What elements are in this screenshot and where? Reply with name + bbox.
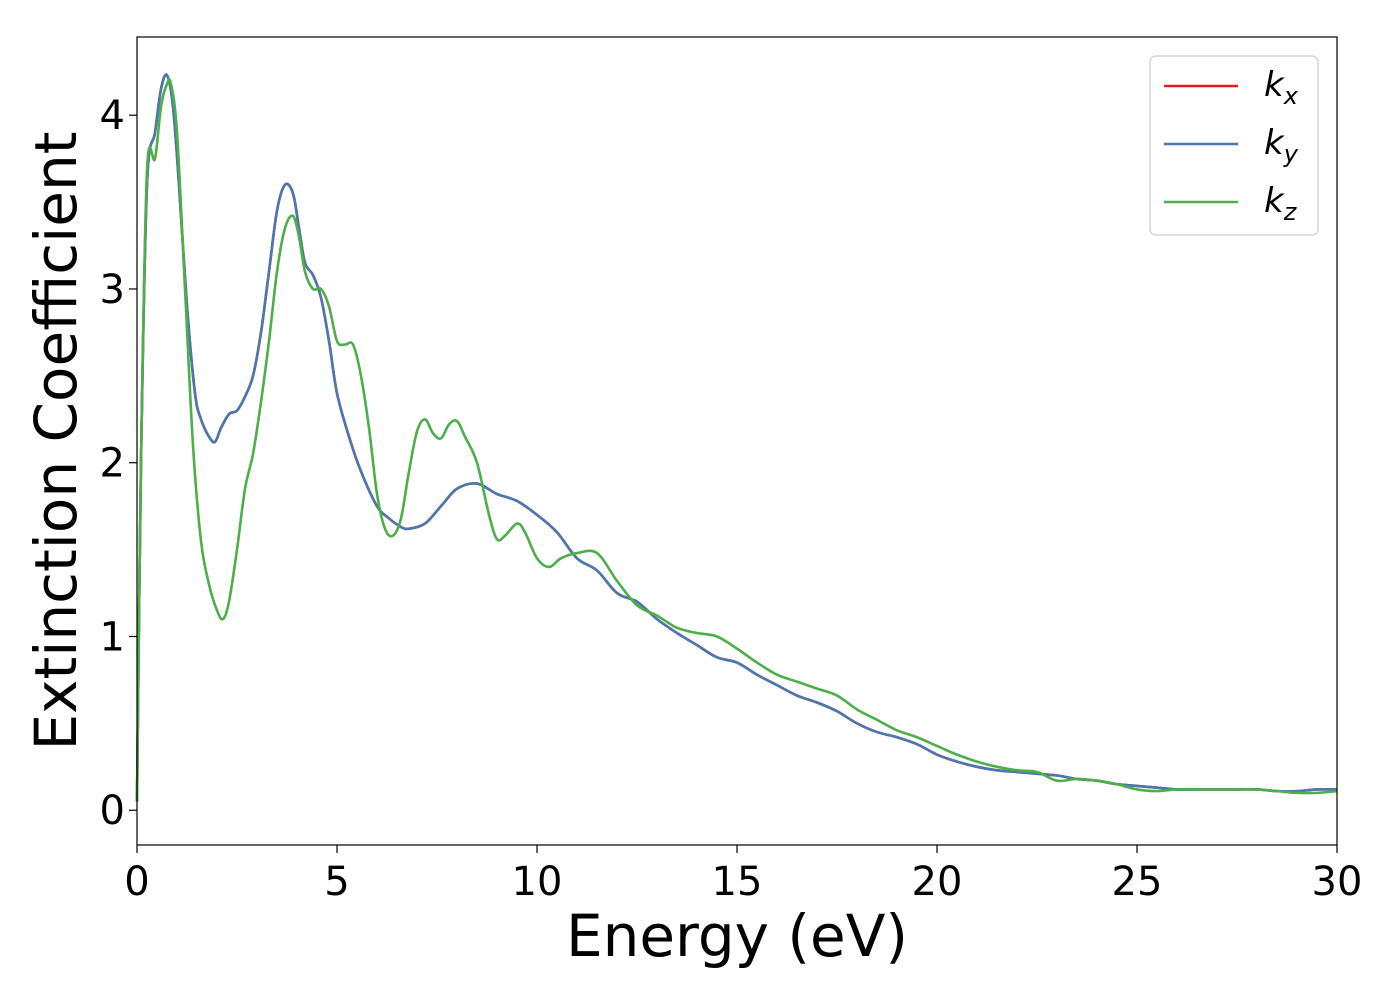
y-tick-label: 2: [100, 441, 125, 487]
series-line-ky: [135, 73, 1338, 802]
y-axis-title: Extinction Coefficient: [22, 132, 90, 751]
y-tick-label: 3: [100, 267, 125, 313]
y-tick-label: 1: [100, 614, 125, 660]
legend-label-kx: kx: [1264, 65, 1299, 110]
legend-box: [1149, 55, 1319, 236]
x-tick-label: 25: [1112, 859, 1163, 905]
legend-label-ky: ky: [1264, 123, 1299, 168]
x-tick-label: 30: [1312, 859, 1363, 905]
legend-label-kz: kz: [1264, 181, 1298, 226]
y-axis-ticks: 0 1 2 3 4: [100, 93, 137, 834]
x-tick-label: 10: [512, 859, 563, 905]
series-layer: [135, 73, 1338, 802]
x-tick-label: 5: [324, 859, 349, 905]
x-axis-title: Energy (eV): [566, 902, 908, 970]
legend: kx ky kz: [1149, 55, 1319, 236]
x-axis-ticks: 0 5 10 15 20 25 30: [124, 845, 1362, 905]
x-tick-label: 20: [912, 859, 963, 905]
series-line-kz: [135, 78, 1338, 802]
x-tick-label: 15: [712, 859, 763, 905]
y-tick-label: 4: [100, 93, 125, 139]
plot-background: [137, 37, 1337, 845]
y-tick-label: 0: [100, 788, 125, 834]
x-tick-label: 0: [124, 859, 149, 905]
